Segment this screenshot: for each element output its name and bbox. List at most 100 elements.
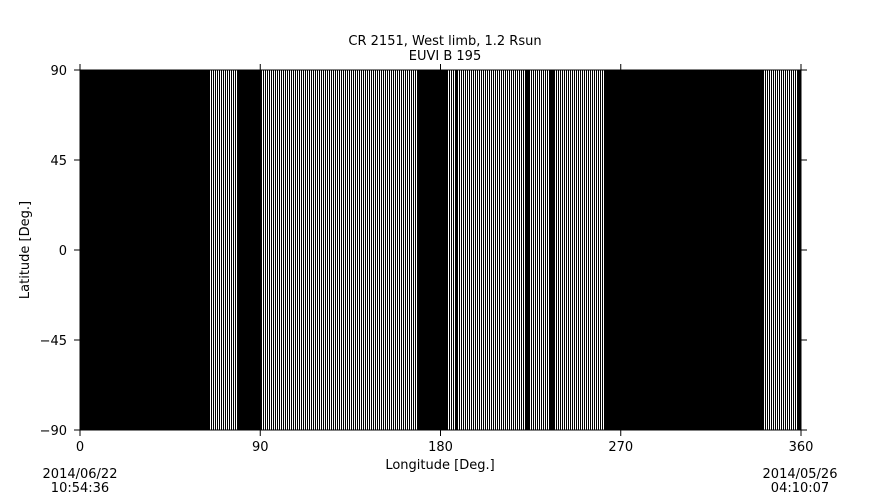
axes: 0 90 180 270 360 90 45 0 −45 −90 [40, 64, 813, 455]
data-stripe [569, 70, 570, 430]
data-stripe [561, 70, 562, 430]
data-stripe [603, 70, 604, 430]
data-stripe [338, 70, 339, 430]
data-stripe [548, 70, 549, 430]
data-stripe [388, 70, 389, 430]
data-stripe [593, 70, 594, 430]
data-stripe [563, 70, 564, 430]
data-stripe [506, 70, 507, 430]
data-stripe [218, 70, 219, 430]
data-stripe [390, 70, 391, 430]
data-stripe [512, 70, 513, 430]
data-stripe [452, 70, 453, 430]
data-stripe [400, 70, 401, 430]
data-stripe [326, 70, 327, 430]
data-stripe [358, 70, 359, 430]
data-stripe [585, 70, 586, 430]
data-stripe [354, 70, 355, 430]
data-stripe [412, 70, 413, 430]
data-stripe [230, 70, 231, 430]
data-stripe [478, 70, 479, 430]
data-stripe [794, 70, 795, 430]
data-stripe [587, 70, 588, 430]
data-stripe [565, 70, 566, 430]
data-stripe [316, 70, 317, 430]
data-stripe [224, 70, 225, 430]
data-stripe [448, 70, 449, 430]
data-stripe [314, 70, 315, 430]
chart-subtitle: EUVI B 195 [409, 49, 481, 64]
data-stripe [308, 70, 309, 430]
data-stripe [488, 70, 489, 430]
data-stripe [416, 70, 417, 430]
data-stripe [336, 70, 337, 430]
data-stripe [764, 70, 765, 430]
data-stripe [286, 70, 287, 430]
data-stripe [601, 70, 602, 430]
data-stripe [571, 70, 572, 430]
data-stripe [567, 70, 568, 430]
data-stripe [386, 70, 387, 430]
data-stripe [222, 70, 223, 430]
data-stripe [557, 70, 558, 430]
data-stripe [472, 70, 473, 430]
data-stripe [296, 70, 297, 430]
data-stripe [577, 70, 578, 430]
data-stripe [234, 70, 235, 430]
data-stripe [322, 70, 323, 430]
data-stripe [514, 70, 515, 430]
data-stripe [334, 70, 335, 430]
data-stripe [274, 70, 275, 430]
data-stripe [538, 70, 539, 430]
data-stripe [575, 70, 576, 430]
data-stripe [414, 70, 415, 430]
data-stripe [330, 70, 331, 430]
data-stripe [346, 70, 347, 430]
data-stripe [310, 70, 311, 430]
data-stripe [470, 70, 471, 430]
data-stripe [262, 70, 263, 430]
data-stripe [300, 70, 301, 430]
data-stripe [786, 70, 787, 430]
data-stripe [384, 70, 385, 430]
data-stripe [482, 70, 483, 430]
data-stripe [522, 70, 523, 430]
data-stripe [494, 70, 495, 430]
data-stripe [268, 70, 269, 430]
data-stripe [410, 70, 411, 430]
data-stripe [508, 70, 509, 430]
data-stripe [318, 70, 319, 430]
data-stripe [573, 70, 574, 430]
data-stripe [597, 70, 598, 430]
data-stripe [356, 70, 357, 430]
data-stripe [366, 70, 367, 430]
plot-background [80, 70, 801, 430]
data-stripe [555, 70, 556, 430]
data-stripe [766, 70, 767, 430]
data-stripe [492, 70, 493, 430]
data-stripe [476, 70, 477, 430]
data-stripe [376, 70, 377, 430]
y-tick-label: 90 [50, 64, 67, 79]
data-stripe [360, 70, 361, 430]
data-stripe [792, 70, 793, 430]
data-stripe [364, 70, 365, 430]
data-stripe [290, 70, 291, 430]
data-stripe [542, 70, 543, 430]
data-stripe [288, 70, 289, 430]
data-stripe [402, 70, 403, 430]
data-stripe [324, 70, 325, 430]
data-stripe [450, 70, 451, 430]
data-stripe [579, 70, 580, 430]
data-stripe [304, 70, 305, 430]
y-tick-label: 0 [59, 244, 67, 259]
data-stripe [380, 70, 381, 430]
data-stripe [502, 70, 503, 430]
striped-band [448, 70, 455, 430]
data-stripe [583, 70, 584, 430]
data-stripe [228, 70, 229, 430]
data-stripe [581, 70, 582, 430]
data-stripe [474, 70, 475, 430]
data-stripe [374, 70, 375, 430]
end-date: 2014/05/26 [763, 467, 838, 482]
